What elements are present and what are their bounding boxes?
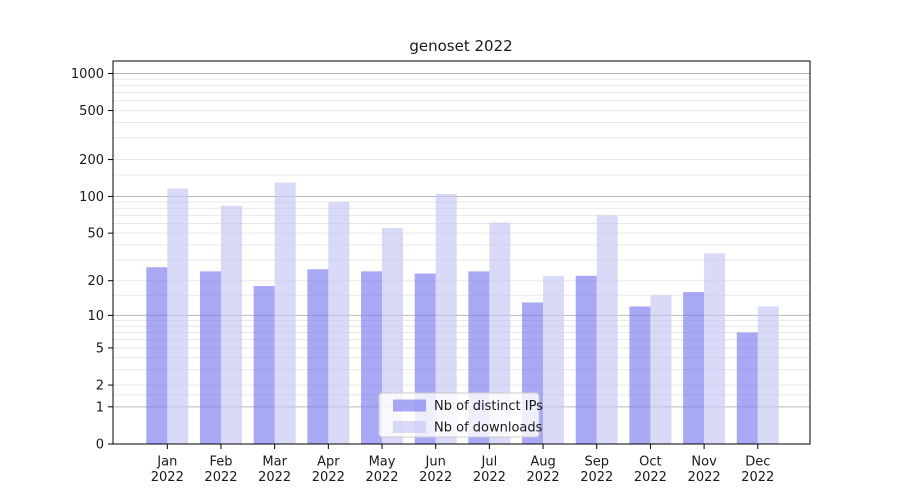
- x-tick-year-dec: 2022: [741, 470, 774, 485]
- x-tick-year-aug: 2022: [527, 470, 560, 485]
- x-tick-year-sep: 2022: [580, 470, 613, 485]
- x-tick-year-jul: 2022: [473, 470, 506, 485]
- bar-downloads-jan: [167, 188, 189, 444]
- y-tick-label-1: 1: [96, 400, 104, 415]
- legend-swatch-downloads: [393, 421, 426, 433]
- bar-downloads-mar: [274, 182, 296, 444]
- x-tick-year-feb: 2022: [204, 470, 237, 485]
- bar-ips-mar: [253, 286, 275, 444]
- bar-downloads-feb: [220, 205, 242, 444]
- x-tick-label-nov: Nov: [691, 455, 717, 470]
- x-tick-label-sep: Sep: [584, 455, 609, 470]
- y-tick-label-2: 2: [96, 379, 104, 394]
- y-tick-label-5: 5: [96, 341, 104, 356]
- x-tick-label-jun: Jun: [425, 455, 446, 470]
- bar-ips-oct: [629, 306, 651, 444]
- x-tick-year-apr: 2022: [312, 470, 345, 485]
- x-tick-label-dec: Dec: [745, 455, 770, 470]
- axes-layer: 01251020501002005001000Jan2022Feb2022Mar…: [71, 60, 811, 485]
- y-tick-label-1000: 1000: [71, 67, 104, 82]
- legend: Nb of distinct IPs Nb of downloads: [378, 392, 543, 438]
- y-tick-label-10: 10: [87, 309, 104, 324]
- x-tick-label-apr: Apr: [317, 455, 340, 470]
- bar-ips-jan: [146, 267, 168, 444]
- bar-downloads-aug: [543, 275, 565, 444]
- bar-ips-nov: [683, 292, 705, 444]
- bar-ips-sep: [575, 275, 597, 444]
- legend-label-downloads: Nb of downloads: [434, 421, 543, 436]
- bar-downloads-jun: [435, 193, 457, 444]
- bar-downloads-nov: [704, 253, 726, 444]
- bar-ips-feb: [199, 271, 221, 444]
- x-tick-year-jan: 2022: [151, 470, 184, 485]
- legend-label-ips: Nb of distinct IPs: [434, 399, 543, 414]
- bars-layer: [146, 182, 779, 444]
- bar-ips-apr: [307, 269, 329, 444]
- x-tick-label-jul: Jul: [481, 455, 498, 470]
- bar-downloads-oct: [650, 295, 672, 444]
- bar-downloads-sep: [596, 215, 618, 444]
- y-tick-label-0: 0: [96, 438, 104, 453]
- legend-swatch-ips: [393, 399, 426, 412]
- bar-downloads-may: [382, 228, 404, 444]
- y-tick-label-500: 500: [79, 104, 104, 119]
- x-tick-year-jun: 2022: [419, 470, 452, 485]
- x-tick-label-oct: Oct: [639, 455, 661, 470]
- x-tick-label-jan: Jan: [156, 455, 177, 470]
- y-tick-label-50: 50: [87, 227, 104, 242]
- bar-ips-may: [361, 271, 383, 444]
- x-tick-year-may: 2022: [365, 470, 398, 485]
- bar-downloads-jul: [489, 222, 511, 444]
- x-tick-year-mar: 2022: [258, 470, 291, 485]
- x-tick-year-nov: 2022: [688, 470, 721, 485]
- y-tick-label-200: 200: [79, 153, 104, 168]
- x-tick-label-mar: Mar: [262, 455, 287, 470]
- bar-downloads-dec: [757, 306, 779, 444]
- x-tick-label-may: May: [369, 455, 396, 470]
- chart-title: genoset 2022: [409, 37, 512, 55]
- x-tick-year-oct: 2022: [634, 470, 667, 485]
- y-tick-label-100: 100: [79, 190, 104, 205]
- x-tick-label-feb: Feb: [209, 455, 232, 470]
- bar-downloads-apr: [328, 202, 350, 444]
- plot-frame: [112, 60, 811, 445]
- bar-ips-dec: [736, 332, 758, 444]
- x-tick-label-aug: Aug: [530, 455, 555, 470]
- y-tick-label-20: 20: [87, 274, 104, 289]
